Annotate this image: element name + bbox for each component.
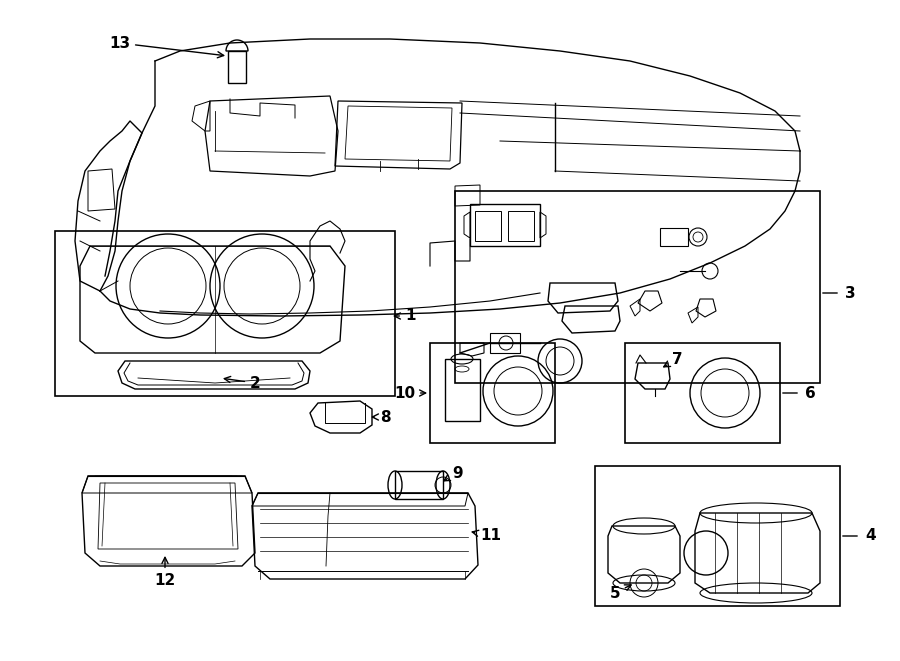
Bar [660, 228, 688, 246]
Bar [470, 204, 540, 246]
Text: 5: 5 [609, 585, 631, 600]
Text: 4: 4 [865, 529, 876, 543]
Text: 6: 6 [805, 385, 815, 401]
Text: 12: 12 [155, 557, 176, 588]
Text: 13: 13 [109, 36, 224, 58]
Bar [395, 471, 443, 499]
Text: 7: 7 [663, 352, 682, 367]
Bar [55, 231, 395, 396]
Text: 2: 2 [224, 375, 261, 391]
Bar [625, 343, 780, 443]
Bar [228, 51, 246, 83]
Bar [595, 466, 840, 606]
Bar [455, 191, 820, 383]
Text: 9: 9 [444, 465, 463, 481]
Text: 8: 8 [373, 410, 391, 424]
Text: 11: 11 [472, 529, 501, 543]
Bar [490, 333, 520, 353]
Bar [445, 359, 480, 421]
Text: 10: 10 [394, 385, 426, 401]
Bar [508, 211, 534, 241]
Bar [430, 343, 555, 443]
Text: 3: 3 [845, 286, 856, 301]
Text: 1: 1 [394, 309, 416, 323]
Bar [475, 211, 501, 241]
